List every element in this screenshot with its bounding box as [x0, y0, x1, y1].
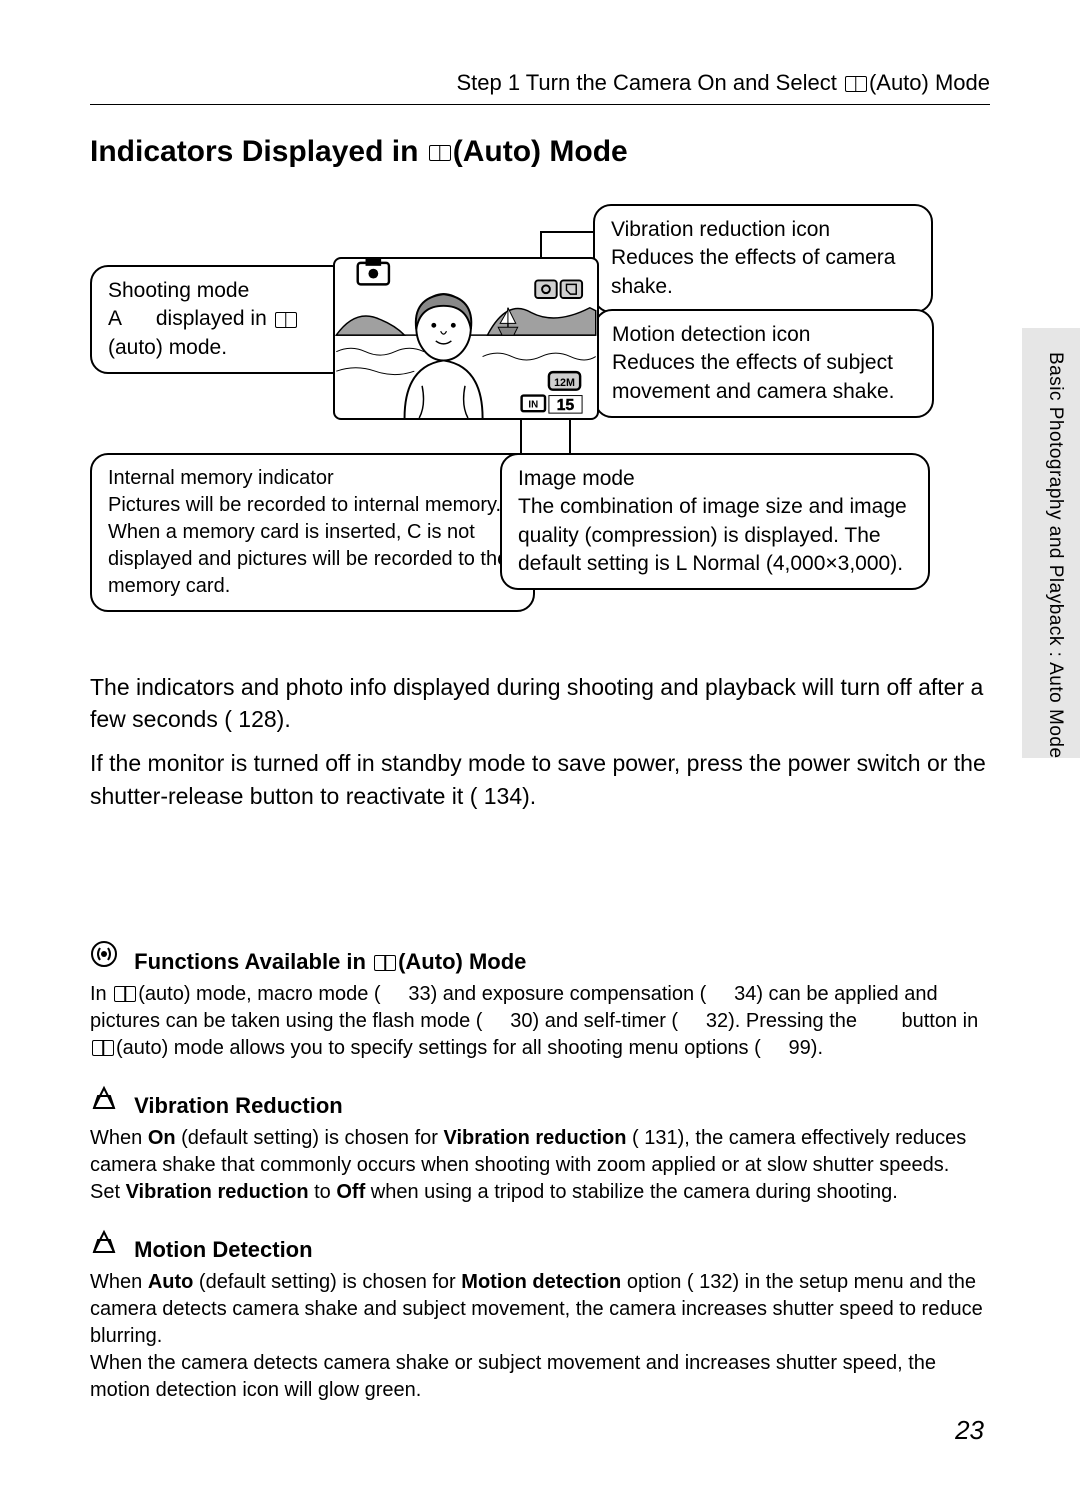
breadcrumb-text: Step 1 Turn the Camera On and Select (Au… [456, 70, 990, 95]
pencil-icon [90, 1228, 118, 1262]
callout-shooting-mode: Shooting modeA displayed in (auto) mode. [90, 265, 350, 374]
body-paragraph-2: If the monitor is turned off in standby … [90, 747, 990, 811]
note-text-vr: When On (default setting) is chosen for … [90, 1125, 990, 1206]
title-pre: Indicators Displayed in [90, 135, 427, 168]
callout-internal-memory: Internal memory indicator Pictures will … [90, 453, 535, 612]
callout-image-mode: Image mode The combination of image size… [500, 453, 930, 590]
note-title-pre: Functions Available in [134, 949, 372, 974]
book-icon [114, 986, 136, 1002]
note-title-vr: Vibration Reduction [132, 1084, 990, 1119]
breadcrumb: Step 1 Turn the Camera On and Select (Au… [90, 70, 990, 96]
note-title-post: (Auto) Mode [398, 949, 526, 974]
svg-text:15: 15 [557, 397, 575, 414]
note-text-md: When Auto (default setting) is chosen fo… [90, 1269, 990, 1404]
svg-text:IN: IN [528, 399, 538, 410]
page-number: 23 [955, 1415, 984, 1446]
divider [90, 104, 990, 105]
lcd-svg: 12M IN 15 [335, 259, 597, 418]
note-title-text: Motion Detection [134, 1237, 312, 1262]
section-title: Indicators Displayed in (Auto) Mode [90, 135, 990, 169]
note-title-text: Vibration Reduction [134, 1093, 343, 1118]
note-text-functions: In (auto) mode, macro mode ( 33) and exp… [90, 981, 990, 1062]
pencil-icon [90, 1084, 118, 1118]
book-icon [429, 145, 451, 161]
diagram: Shooting modeA displayed in (auto) mode.… [90, 199, 990, 659]
connector [540, 231, 596, 233]
body-paragraph-1: The indicators and photo info displayed … [90, 671, 990, 735]
note-title-md: Motion Detection [132, 1228, 990, 1263]
callout-vibration-reduction: Vibration reduction icon Reduces the eff… [593, 204, 933, 313]
book-icon [374, 955, 396, 971]
svg-text:12M: 12M [554, 377, 575, 389]
tip-icon [90, 940, 118, 974]
title-post: (Auto) Mode [453, 135, 628, 168]
book-icon [845, 76, 867, 92]
notes-section: Functions Available in (Auto) Mode In (a… [90, 940, 990, 1404]
page: Step 1 Turn the Camera On and Select (Au… [0, 0, 1080, 1486]
book-icon [275, 312, 297, 328]
camera-lcd-illustration: 12M IN 15 [333, 257, 599, 420]
callout-motion-detection: Motion detection icon Reduces the effect… [594, 309, 934, 418]
book-icon [92, 1040, 114, 1056]
note-title-functions: Functions Available in (Auto) Mode [132, 940, 990, 975]
